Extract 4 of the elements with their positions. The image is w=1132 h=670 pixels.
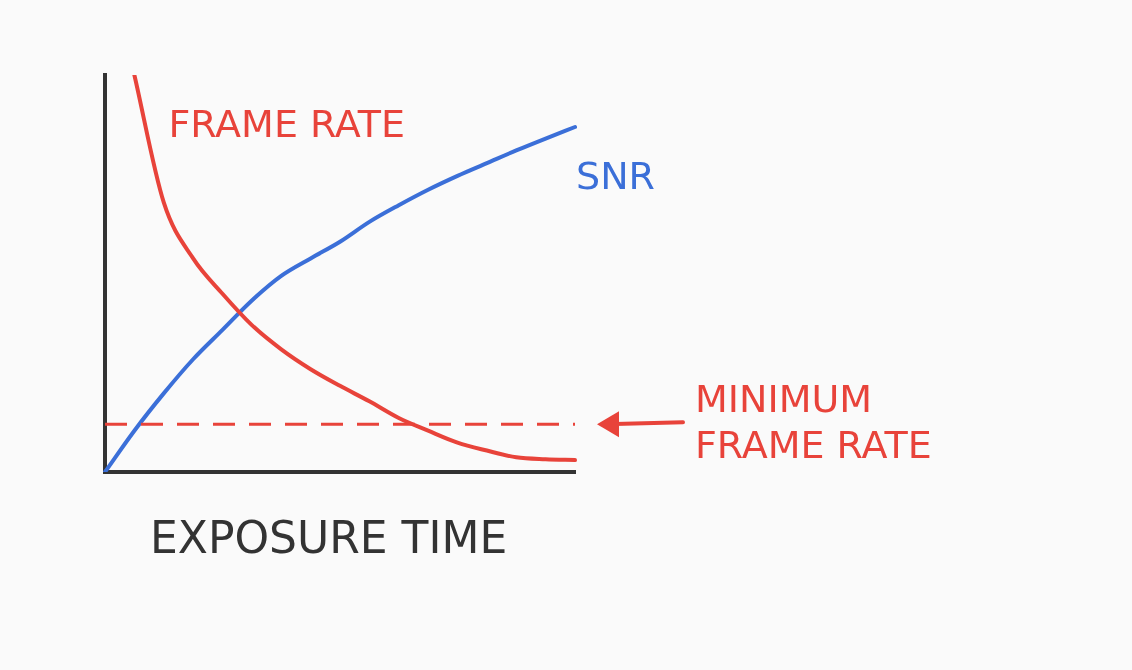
series-label: FRAME RATE (168, 101, 406, 146)
x-axis-title: EXPOSURE TIME (150, 512, 508, 564)
series-label: SNR (576, 153, 655, 198)
ref-line-label: MINIMUM FRAME RATE (695, 377, 932, 468)
